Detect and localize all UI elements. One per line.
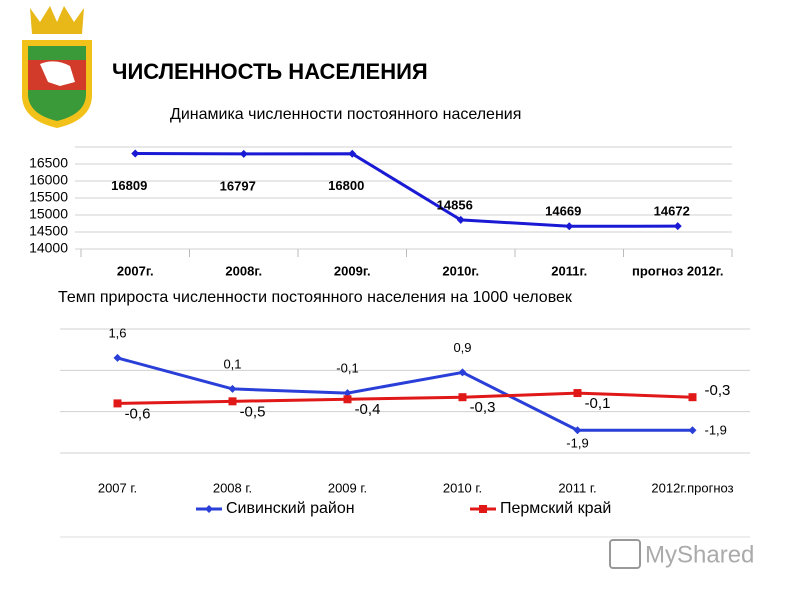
data-label: -1,9 (705, 423, 727, 438)
data-label: -0,1 (585, 395, 611, 412)
point (573, 426, 582, 435)
chart-title: Динамика численности постоянного населен… (170, 106, 521, 123)
series-line (117, 356, 693, 432)
data-label: -0,4 (355, 401, 381, 418)
legend-marker (205, 505, 213, 513)
watermark-logo: MyShared (609, 539, 754, 569)
point (239, 149, 248, 158)
data-label: 0,1 (223, 356, 241, 371)
series-line (135, 151, 678, 228)
point (565, 222, 574, 231)
x-tick-label: 2012г.прогноз (651, 480, 733, 495)
point (458, 368, 467, 377)
x-tick-label: 2008 г. (213, 480, 252, 495)
data-label: -0,1 (336, 361, 358, 376)
x-tick-label: 2007г. (117, 263, 154, 278)
data-label: -0,3 (705, 382, 731, 399)
data-label: 14672 (654, 204, 690, 219)
page-title: ЧИСЛЕННОСТЬ НАСЕЛЕНИЯ (112, 59, 428, 84)
y-tick-label: 14500 (29, 223, 68, 239)
point (688, 393, 697, 402)
point (131, 149, 140, 158)
legend-label: Сивинский район (226, 500, 355, 517)
point (228, 397, 237, 406)
watermark: MyShared (645, 541, 754, 568)
data-label: 16809 (111, 178, 147, 193)
point (228, 384, 237, 393)
legend-marker (479, 505, 487, 513)
y-tick-label: 16000 (29, 172, 68, 188)
x-tick-label: 2010г. (442, 263, 479, 278)
x-tick-label: прогноз 2012г. (632, 263, 724, 278)
data-label: 14856 (437, 197, 473, 212)
y-tick-label: 16500 (29, 155, 68, 171)
data-label: 1,6 (108, 325, 126, 340)
point (348, 149, 357, 158)
data-label: -0,6 (125, 405, 151, 422)
coat-of-arms (22, 6, 92, 128)
point (343, 395, 352, 404)
point (456, 215, 465, 224)
x-tick-label: 2011 г. (558, 480, 596, 495)
data-label: 0,9 (453, 340, 471, 355)
x-tick-label: 2010 г. (443, 480, 482, 495)
point (458, 393, 467, 402)
series-line (117, 391, 693, 405)
data-label: 16797 (220, 178, 256, 193)
point (343, 389, 352, 398)
data-label: -0,3 (470, 399, 496, 416)
x-tick-label: 2008г. (225, 263, 262, 278)
data-label: -1,9 (566, 436, 588, 451)
y-tick-label: 15500 (29, 189, 68, 205)
x-tick-label: 2009 г. (328, 480, 367, 495)
y-tick-label: 15000 (29, 206, 68, 222)
data-label: -0,5 (240, 403, 266, 420)
legend-label: Пермский край (500, 500, 611, 517)
x-tick-label: 2009г. (334, 263, 371, 278)
point (573, 389, 582, 398)
y-tick-label: 14000 (29, 240, 68, 256)
data-label: 16800 (328, 178, 364, 193)
point (673, 222, 682, 231)
point (688, 426, 697, 435)
point (113, 399, 122, 408)
data-label: 14669 (545, 204, 581, 219)
point (113, 353, 122, 362)
x-tick-label: 2007 г. (98, 480, 137, 495)
x-tick-label: 2011г. (551, 263, 587, 278)
chart-title: Темп прироста численности постоянного на… (58, 289, 573, 306)
